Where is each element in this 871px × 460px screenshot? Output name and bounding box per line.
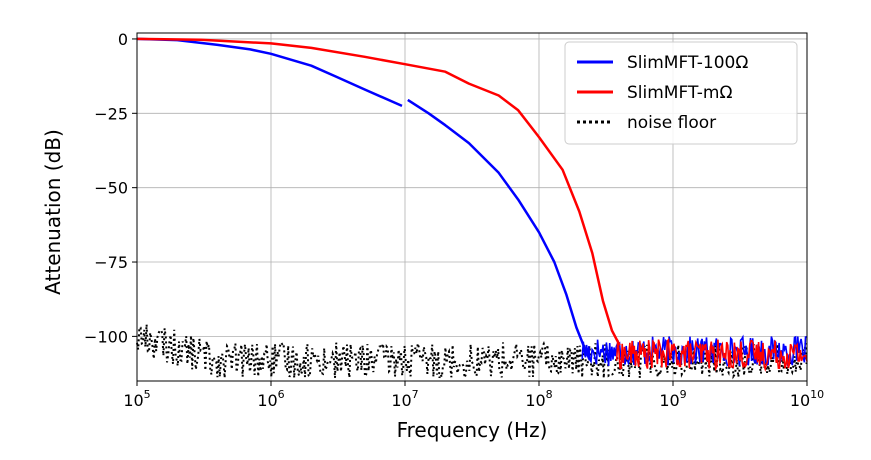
legend: SlimMFT-100Ω SlimMFT-mΩ noise floor	[564, 41, 798, 145]
y-axis-label: Attenuation (dB)	[41, 129, 65, 295]
x-tick-label: 109	[659, 388, 686, 410]
series-line-segment	[407, 98, 592, 361]
series-line-segment	[136, 37, 621, 346]
x-tick-label: 1010	[790, 388, 824, 410]
y-tick-label: −75	[94, 253, 128, 272]
x-tick-label: 108	[525, 388, 552, 410]
legend-label: noise floor	[627, 113, 716, 133]
x-tick-label: 105	[123, 388, 150, 410]
y-tick-label: −50	[94, 179, 128, 198]
legend-label: SlimMFT-100Ω	[627, 53, 748, 73]
series-1	[136, 37, 808, 373]
series-layer	[136, 37, 808, 381]
legend-box	[564, 41, 798, 145]
legend-label: SlimMFT-mΩ	[627, 83, 732, 103]
x-tick-label: 106	[257, 388, 284, 410]
x-axis-label: Frequency (Hz)	[397, 418, 548, 442]
x-tick-label: 107	[391, 388, 418, 410]
y-tick-label: −100	[84, 327, 128, 346]
y-axis: 0 −25 −50 −75 −100	[84, 30, 137, 346]
plot-frame	[136, 32, 808, 382]
x-axis: 105 106 107 108 109 1010	[123, 381, 824, 410]
series-line-segment	[136, 37, 403, 108]
y-tick-label: −25	[94, 104, 128, 123]
series-noise	[615, 337, 808, 373]
y-tick-label: 0	[118, 30, 128, 49]
